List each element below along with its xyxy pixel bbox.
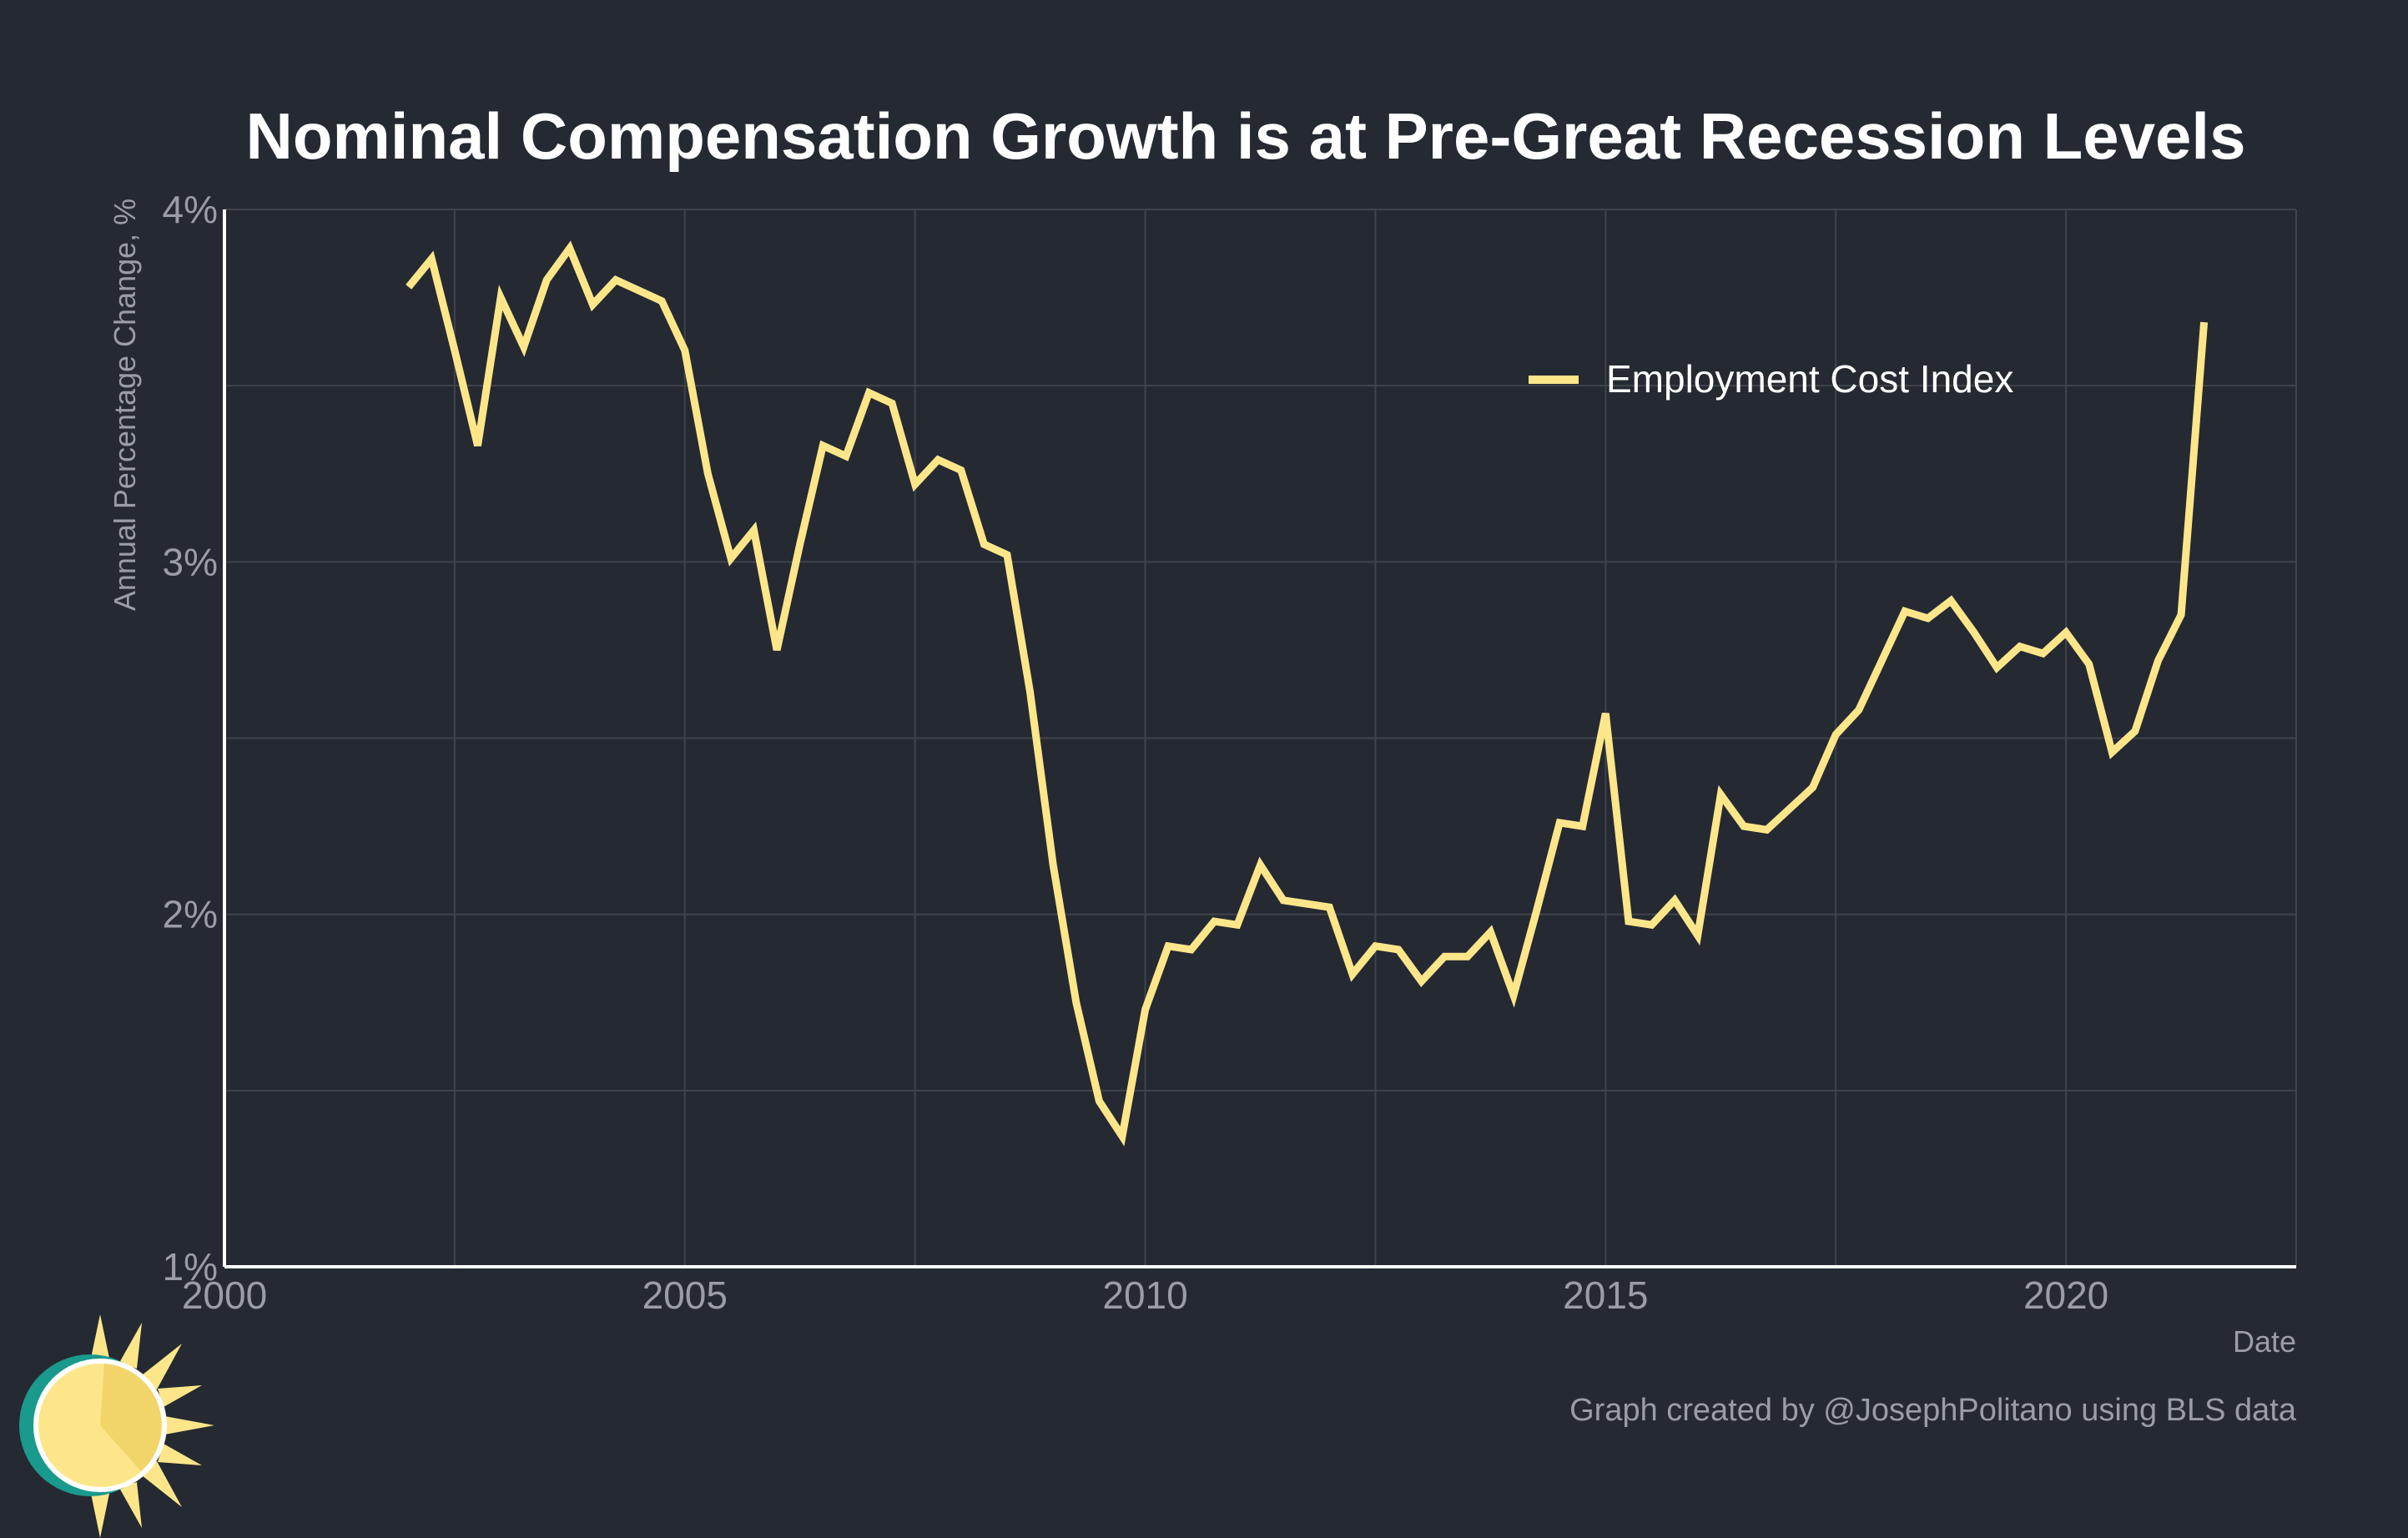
chart-title: Nominal Compensation Growth is at Pre-Gr…: [246, 99, 2246, 173]
x-tick-label: 2015: [1563, 1273, 1648, 1317]
x-tick-label: 2020: [2023, 1273, 2108, 1317]
y-tick-label: 3%: [163, 540, 218, 583]
x-tick-label: 2010: [1102, 1273, 1187, 1317]
x-tick-label: 2005: [642, 1273, 728, 1317]
y-tick-label: 2%: [163, 893, 218, 936]
axes: [223, 209, 2296, 1268]
x-axis-label: Date: [2233, 1324, 2296, 1359]
sun-icon: [19, 1314, 214, 1538]
y-tick-label: 1%: [163, 1245, 218, 1288]
legend: Employment Cost Index: [1529, 357, 2013, 401]
y-tick-label: 4%: [163, 188, 218, 231]
tick-labels: 2000 2005 2010 2015 2020 1% 2% 3% 4%: [163, 188, 2109, 1317]
credit-text: Graph created by @JosephPolitano using B…: [1569, 1393, 2297, 1428]
series-layer: [406, 240, 2209, 1147]
x-tick-label: 2000: [182, 1273, 267, 1317]
series-line-employment-cost-index: [406, 240, 2209, 1147]
legend-label-employment-cost-index: Employment Cost Index: [1606, 357, 2013, 401]
y-axis-label: Annual Percentage Change, %: [108, 199, 142, 611]
